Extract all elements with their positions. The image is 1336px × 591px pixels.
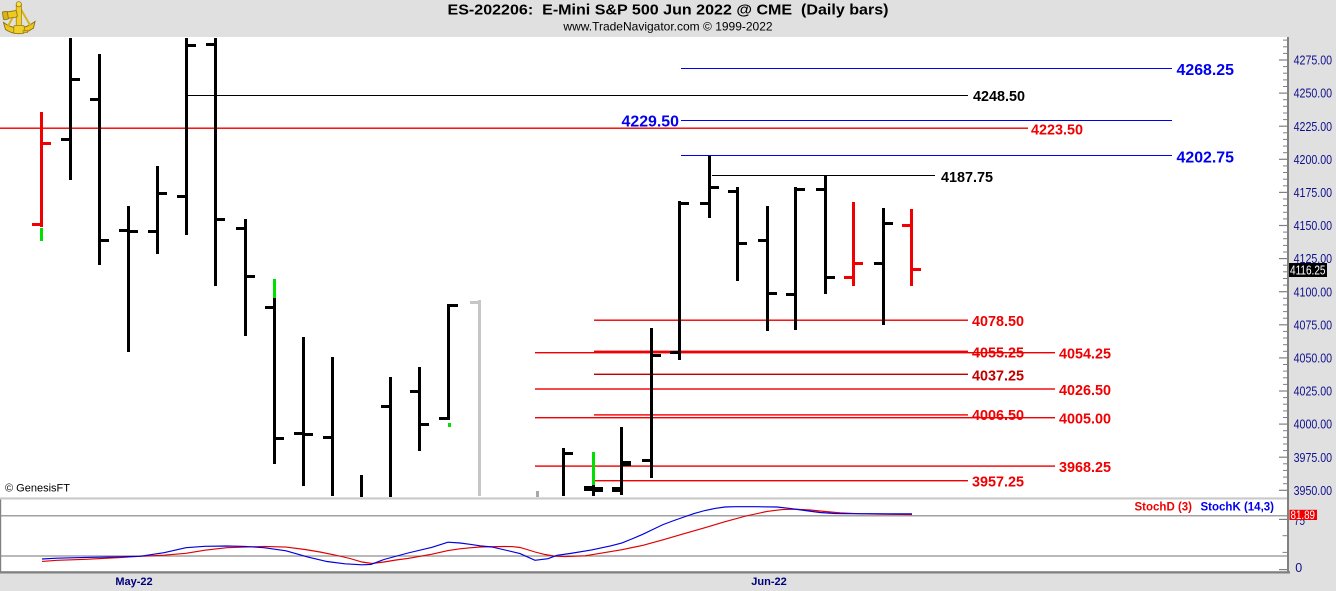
svg-text:StochK (14,3): StochK (14,3) [1201,502,1275,514]
svg-text:4268.25: 4268.25 [1177,62,1235,79]
svg-text:4200.00: 4200.00 [1294,153,1333,167]
svg-text:81.89: 81.89 [1291,508,1316,522]
svg-text:www.TradeNavigator.com © 1999-: www.TradeNavigator.com © 1999-2022 [562,20,772,34]
svg-text:4229.50: 4229.50 [622,114,680,131]
svg-text:Jun-22: Jun-22 [751,576,786,588]
svg-text:4055.25: 4055.25 [972,344,1024,361]
svg-text:© GenesisFT: © GenesisFT [5,483,70,495]
svg-text:ES-202206: E-Mini S&P 500 Jun: ES-202206: E-Mini S&P 500 Jun 2022 @ CME… [448,2,889,19]
svg-text:4223.50: 4223.50 [1031,121,1083,138]
svg-text:4225.00: 4225.00 [1294,120,1333,134]
svg-text:3950.00: 3950.00 [1294,484,1333,498]
svg-text:4025.00: 4025.00 [1294,385,1333,399]
svg-text:4037.25: 4037.25 [972,367,1024,384]
svg-text:4054.25: 4054.25 [1059,346,1111,363]
svg-text:4175.00: 4175.00 [1294,186,1333,200]
svg-text:4150.00: 4150.00 [1294,219,1333,233]
svg-text:4100.00: 4100.00 [1294,285,1333,299]
svg-text:4005.00: 4005.00 [1059,411,1111,428]
svg-text:0: 0 [1295,561,1302,575]
svg-text:4026.50: 4026.50 [1059,382,1111,399]
svg-text:4075.00: 4075.00 [1294,318,1333,332]
svg-text:4250.00: 4250.00 [1294,87,1333,101]
svg-text:4202.75: 4202.75 [1177,150,1235,167]
svg-text:4248.50: 4248.50 [973,88,1025,105]
svg-text:4275.00: 4275.00 [1294,54,1333,68]
svg-text:3968.25: 3968.25 [1059,459,1111,476]
svg-text:4050.00: 4050.00 [1294,352,1333,366]
svg-text:3957.25: 3957.25 [972,474,1024,491]
svg-text:75: 75 [1294,514,1305,528]
svg-text:4116.25: 4116.25 [1290,264,1326,278]
svg-text:4125.00: 4125.00 [1294,252,1333,266]
svg-text:4078.50: 4078.50 [972,313,1024,330]
svg-text:StochD (3): StochD (3) [1135,502,1193,514]
svg-text:4000.00: 4000.00 [1294,418,1333,432]
svg-text:3975.00: 3975.00 [1294,451,1333,465]
svg-text:May-22: May-22 [115,576,152,588]
svg-text:4006.50: 4006.50 [972,407,1024,424]
svg-text:4187.75: 4187.75 [941,169,993,186]
